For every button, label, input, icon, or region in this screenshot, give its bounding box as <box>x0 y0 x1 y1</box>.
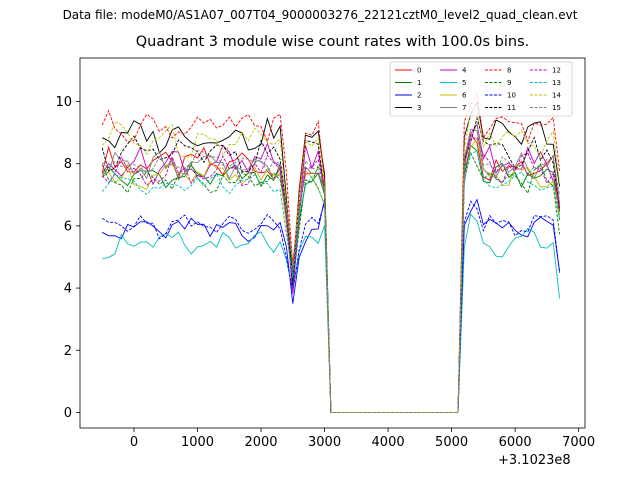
legend-label-5: 5 <box>462 79 466 87</box>
y-tick-label: 2 <box>64 344 72 359</box>
legend-label-4: 4 <box>462 67 467 75</box>
series-line-15 <box>101 122 561 413</box>
legend-box <box>389 61 573 117</box>
legend-label-10: 10 <box>507 92 516 100</box>
chart-title: Quadrant 3 module wise count rates with … <box>135 34 530 50</box>
x-offset-label: +3.1023e8 <box>498 453 571 468</box>
y-tick-label: 0 <box>64 406 72 421</box>
x-tick-label: 1000 <box>181 435 214 450</box>
y-tick-label: 4 <box>64 282 72 297</box>
legend-label-14: 14 <box>552 92 561 100</box>
legend-label-1: 1 <box>417 79 421 87</box>
legend-label-8: 8 <box>507 67 511 75</box>
legend-label-12: 12 <box>552 67 561 75</box>
y-tick-label: 10 <box>55 95 72 110</box>
x-tick-label: 0 <box>130 435 138 450</box>
series-line-1 <box>101 144 561 413</box>
x-tick-label: 6000 <box>499 435 532 450</box>
series-line-5 <box>102 213 561 413</box>
x-tick-label: 5000 <box>435 435 468 450</box>
x-tick-label: 2000 <box>244 435 277 450</box>
y-tick-label: 6 <box>64 219 72 234</box>
series-line-8 <box>101 93 561 413</box>
series-line-13 <box>101 150 561 413</box>
ticks-layer: 0 1000 2000 3000 4000 5000 6000 7000 0 2 4 6 8 10 <box>55 95 595 450</box>
legend-label-2: 2 <box>417 92 421 100</box>
x-tick-label: 4000 <box>372 435 405 450</box>
y-tick-label: 8 <box>64 157 72 172</box>
series-line-14 <box>101 110 561 413</box>
series-line-11 <box>101 116 561 413</box>
series-layer <box>101 93 561 413</box>
series-line-9 <box>101 151 561 413</box>
x-tick-label: 7000 <box>562 435 595 450</box>
legend-label-15: 15 <box>552 104 561 112</box>
legend-label-6: 6 <box>462 92 467 100</box>
legend-label-3: 3 <box>417 104 421 112</box>
figure-suptitle: Data file: modeM0/AS1A07_007T04_90000032… <box>62 8 578 22</box>
x-tick-label: 3000 <box>308 435 341 450</box>
series-line-3 <box>102 100 561 413</box>
legend-label-7: 7 <box>462 104 466 112</box>
legend-label-9: 9 <box>507 79 511 87</box>
series-line-10 <box>101 200 561 413</box>
series-line-0 <box>101 133 561 413</box>
legend-label-0: 0 <box>417 67 421 75</box>
plot-frame <box>79 57 586 429</box>
series-line-7 <box>101 128 561 413</box>
legend-label-11: 11 <box>507 104 516 112</box>
series-line-4 <box>101 122 561 413</box>
series-line-2 <box>101 198 561 413</box>
legend-label-13: 13 <box>552 79 561 87</box>
